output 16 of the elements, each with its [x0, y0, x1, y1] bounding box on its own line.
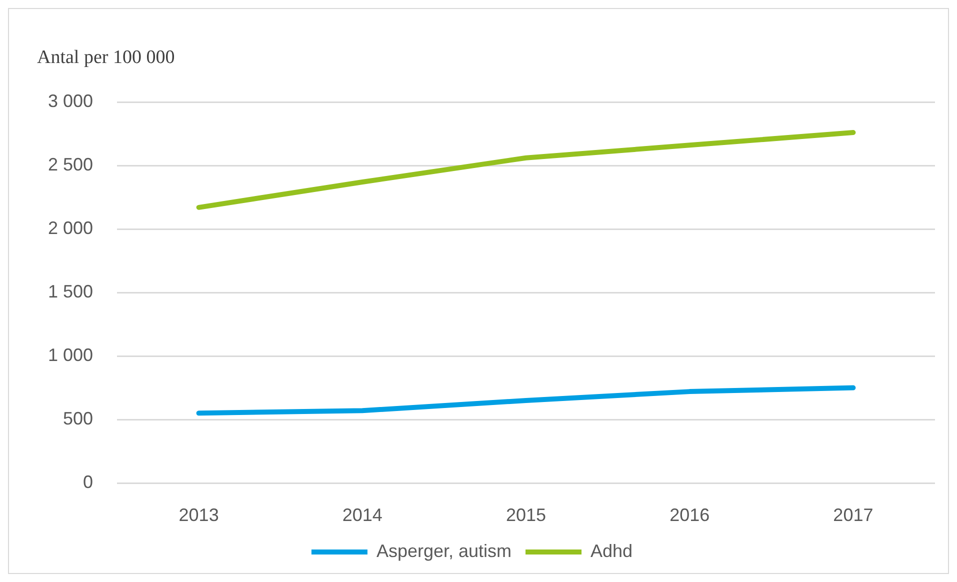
chart-frame: Asperger, autism Adhd 2013 2014 2015 2016 2017 0 500 1 000 1 500 2 000 2 500 3 000 Antal per 100 000	[8, 8, 949, 574]
x-tick-label: 2015	[506, 504, 546, 525]
x-tick-label: 2014	[342, 504, 382, 525]
y-tick-label: 500	[62, 408, 93, 428]
y-tick-label: 2 500	[48, 154, 93, 174]
y-tick-label: 3 000	[48, 90, 93, 111]
legend-label: Adhd	[590, 540, 633, 561]
y-tick-label: 1 000	[48, 344, 93, 365]
y-axis-title: Antal per 100 000	[37, 46, 175, 68]
x-tick-label: 2017	[833, 504, 874, 525]
y-tick-label: 0	[82, 472, 93, 492]
y-tick-label: 2 000	[48, 218, 93, 238]
legend-label: Asperger, autism	[376, 540, 512, 561]
x-tick-label: 2013	[178, 504, 219, 525]
y-tick-label: 1 500	[48, 281, 93, 302]
x-tick-label: 2016	[670, 504, 710, 525]
